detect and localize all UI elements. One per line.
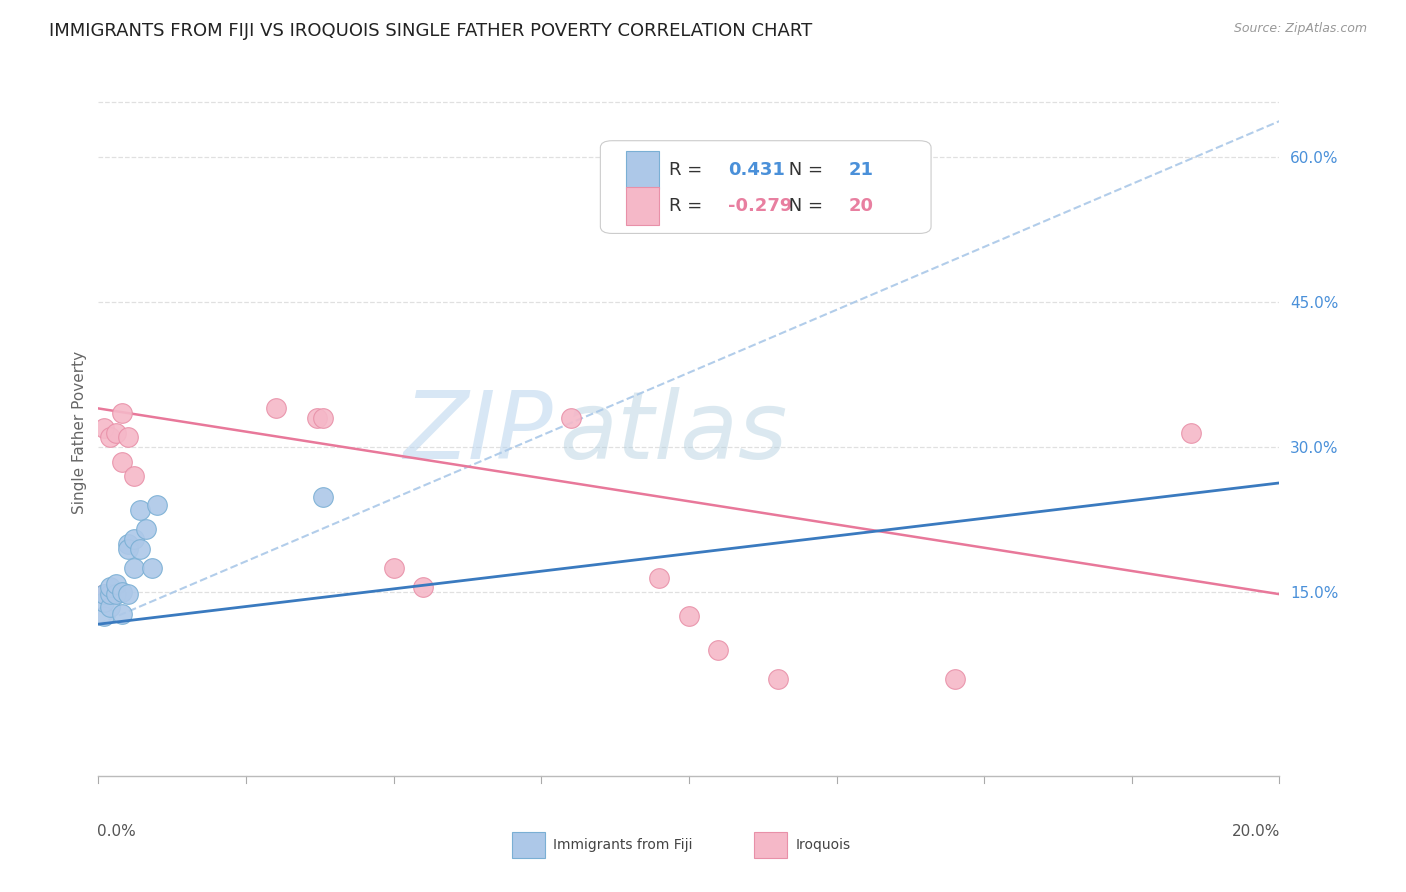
Point	[105, 577, 128, 591]
Text: Immigrants from Fiji: Immigrants from Fiji	[553, 838, 693, 852]
Point	[1180, 425, 1202, 440]
Point	[122, 469, 145, 483]
Text: atlas: atlas	[560, 387, 787, 478]
Point	[122, 561, 145, 575]
FancyBboxPatch shape	[754, 832, 787, 858]
Point	[117, 587, 139, 601]
Point	[105, 425, 128, 440]
FancyBboxPatch shape	[600, 141, 931, 234]
Point	[412, 581, 434, 595]
Point	[93, 421, 115, 435]
Point	[93, 609, 115, 624]
Point	[707, 643, 730, 657]
Point	[141, 561, 163, 575]
FancyBboxPatch shape	[626, 187, 659, 225]
Point	[128, 541, 150, 556]
Point	[111, 607, 134, 621]
Point	[93, 587, 115, 601]
Point	[312, 411, 335, 425]
Text: R =: R =	[669, 197, 707, 215]
Point	[305, 411, 328, 425]
Text: 21: 21	[848, 161, 873, 178]
Point	[105, 587, 128, 601]
Text: Iroquois: Iroquois	[796, 838, 851, 852]
FancyBboxPatch shape	[626, 151, 659, 188]
Point	[111, 585, 134, 599]
Point	[648, 571, 671, 585]
Point	[111, 455, 134, 469]
Text: R =: R =	[669, 161, 707, 178]
Text: N =: N =	[783, 197, 830, 215]
Point	[560, 411, 582, 425]
Text: 0.431: 0.431	[728, 161, 785, 178]
Point	[128, 503, 150, 517]
Point	[766, 673, 789, 687]
Point	[98, 599, 121, 614]
Y-axis label: Single Father Poverty: Single Father Poverty	[72, 351, 87, 514]
Point	[382, 561, 405, 575]
Point	[678, 609, 700, 624]
Text: ZIP: ZIP	[404, 387, 553, 478]
Point	[98, 587, 121, 601]
Point	[93, 595, 115, 609]
Point	[98, 581, 121, 595]
Point	[135, 522, 157, 536]
Text: 20: 20	[848, 197, 873, 215]
Point	[117, 430, 139, 444]
Text: 0.0%: 0.0%	[97, 824, 136, 839]
Point	[98, 430, 121, 444]
FancyBboxPatch shape	[512, 832, 546, 858]
Point	[146, 498, 169, 512]
Point	[93, 587, 115, 601]
Point	[111, 406, 134, 420]
Point	[943, 673, 966, 687]
Text: IMMIGRANTS FROM FIJI VS IROQUOIS SINGLE FATHER POVERTY CORRELATION CHART: IMMIGRANTS FROM FIJI VS IROQUOIS SINGLE …	[49, 22, 813, 40]
Point	[122, 532, 145, 546]
Text: Source: ZipAtlas.com: Source: ZipAtlas.com	[1233, 22, 1367, 36]
Point	[312, 491, 335, 505]
Point	[264, 401, 287, 416]
Text: N =: N =	[783, 161, 830, 178]
Text: -0.279: -0.279	[728, 197, 793, 215]
Point	[117, 537, 139, 551]
Text: 20.0%: 20.0%	[1232, 824, 1281, 839]
Point	[117, 541, 139, 556]
